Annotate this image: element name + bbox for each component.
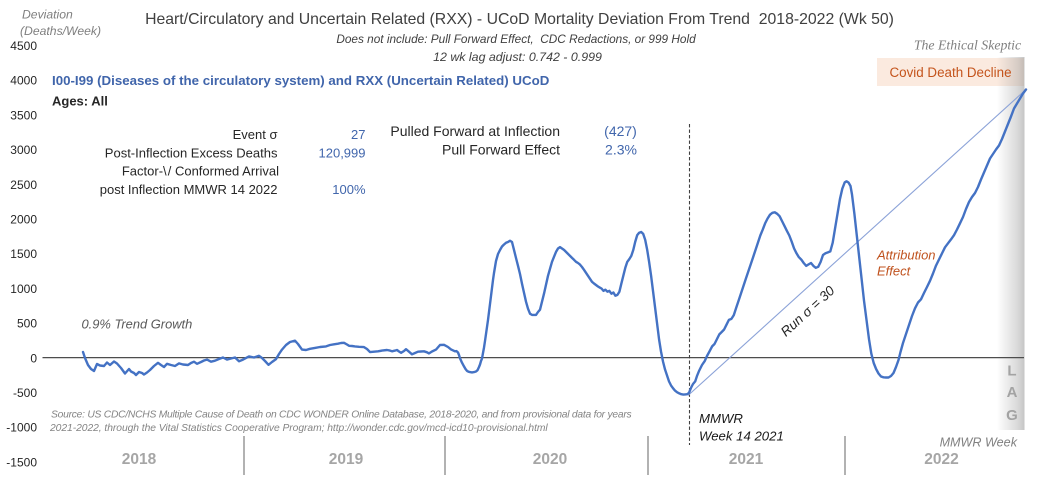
svg-text:MMWR Week: MMWR Week (940, 435, 1018, 449)
svg-text:2.3%: 2.3% (605, 141, 637, 157)
svg-text:Week 14 2021: Week 14 2021 (699, 429, 784, 444)
svg-text:Pulled Forward at Inflection: Pulled Forward at Inflection (390, 123, 560, 139)
svg-text:-1500: -1500 (6, 455, 37, 469)
svg-text:(427): (427) (604, 123, 637, 139)
svg-text:L: L (1007, 362, 1016, 379)
svg-text:2500: 2500 (10, 178, 37, 192)
svg-text:3500: 3500 (10, 108, 37, 122)
svg-text:-500: -500 (13, 386, 37, 400)
svg-text:0: 0 (30, 351, 37, 365)
svg-text:Covid Death Decline: Covid Death Decline (889, 65, 1011, 80)
svg-text:0.9% Trend Growth: 0.9% Trend Growth (82, 317, 193, 332)
svg-text:3000: 3000 (10, 143, 37, 157)
svg-text:2019: 2019 (329, 451, 364, 468)
svg-text:Attribution: Attribution (876, 248, 936, 263)
svg-text:4500: 4500 (10, 39, 37, 53)
svg-text:Source: US CDC/NCHS Multiple C: Source: US CDC/NCHS Multiple Cause of De… (51, 410, 631, 421)
svg-text:1500: 1500 (10, 247, 37, 261)
svg-text:Event σ: Event σ (233, 127, 278, 142)
svg-text:post Inflection MMWR 14 2022: post Inflection MMWR 14 2022 (100, 182, 278, 197)
svg-text:Effect: Effect (877, 264, 912, 279)
svg-text:I00-I99 (Diseases of the circu: I00-I99 (Diseases of the circulatory sys… (52, 73, 550, 88)
svg-text:Heart/Circulatory and Uncertai: Heart/Circulatory and Uncertain Related … (145, 11, 894, 28)
svg-text:100%: 100% (332, 182, 366, 197)
svg-text:12 wk lag adjust: 0.742 - 0.99: 12 wk lag adjust: 0.742 - 0.999 (433, 50, 602, 64)
svg-text:27: 27 (351, 127, 365, 142)
svg-text:A: A (1007, 384, 1018, 401)
svg-text:Deviation: Deviation (22, 8, 73, 22)
svg-text:2021: 2021 (729, 451, 764, 468)
svg-text:2018: 2018 (122, 451, 157, 468)
svg-text:2020: 2020 (533, 451, 567, 468)
svg-text:MMWR: MMWR (699, 411, 743, 426)
svg-text:-1000: -1000 (6, 421, 37, 435)
svg-text:Ages: All: Ages: All (52, 93, 108, 108)
svg-text:1000: 1000 (10, 282, 37, 296)
svg-text:(Deaths/Week): (Deaths/Week) (20, 24, 101, 38)
svg-text:4000: 4000 (10, 74, 37, 88)
svg-text:120,999: 120,999 (319, 145, 366, 160)
svg-text:G: G (1006, 407, 1018, 424)
svg-text:Post-Inflection Excess Deaths: Post-Inflection Excess Deaths (105, 145, 278, 160)
svg-text:2000: 2000 (10, 213, 37, 227)
svg-text:Pull Forward Effect: Pull Forward Effect (442, 141, 560, 157)
svg-text:Factor-\ / Conformed Arrival: Factor-\ / Conformed Arrival (122, 164, 279, 179)
svg-text:Does not include: Pull Forward: Does not include: Pull Forward Effect, C… (336, 32, 696, 46)
svg-text:2021-2022, through the Vital S: 2021-2022, through the Vital Statistics … (49, 423, 548, 434)
svg-text:500: 500 (17, 317, 37, 331)
svg-text:2022: 2022 (924, 451, 958, 468)
svg-text:The Ethical Skeptic: The Ethical Skeptic (914, 38, 1021, 53)
